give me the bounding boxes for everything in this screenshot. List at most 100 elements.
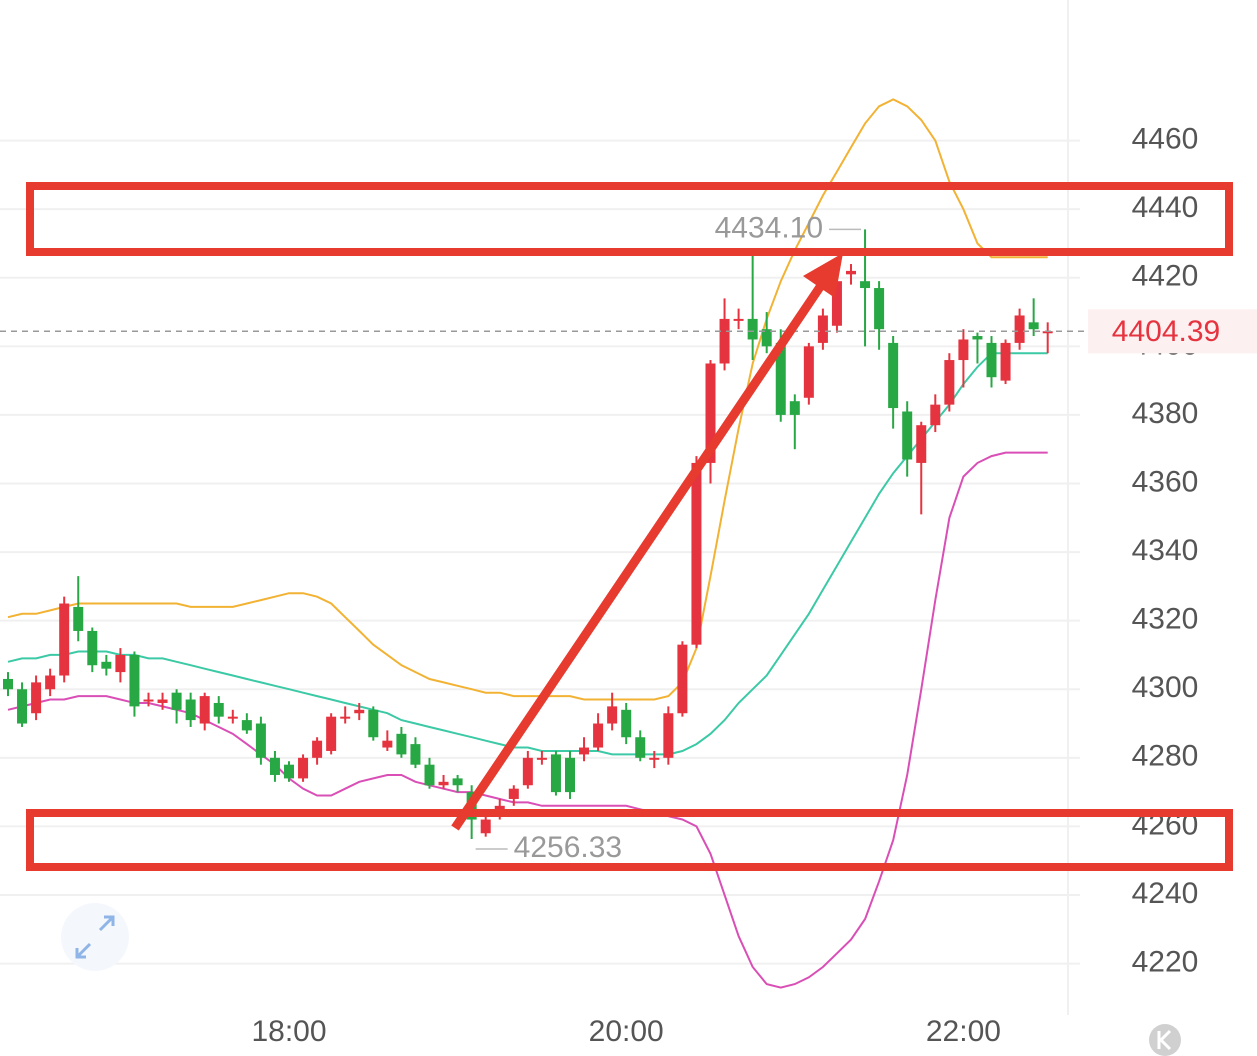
candle-body xyxy=(536,757,547,760)
candle-body xyxy=(902,411,913,460)
candle-body xyxy=(593,723,604,748)
last-price-bg xyxy=(1088,309,1257,354)
y-tick-label: 4380 xyxy=(1132,397,1199,430)
candle-body xyxy=(958,339,969,361)
kline-button[interactable] xyxy=(1149,1024,1181,1056)
candle-body xyxy=(663,713,674,758)
candle-body xyxy=(705,363,716,463)
candle-body xyxy=(817,315,828,343)
candle-body xyxy=(860,281,871,289)
candle-body xyxy=(410,744,421,765)
arrow-head xyxy=(803,253,843,298)
overlay: 4404.39 4434.10 4256.33 xyxy=(0,211,1257,864)
axis-panel xyxy=(1068,0,1257,1056)
grid: 4220424042604280430043204340436043804400… xyxy=(0,123,1198,1048)
candle-body xyxy=(73,606,84,631)
candle-body xyxy=(354,709,365,714)
candle-body xyxy=(831,281,842,326)
candle-body xyxy=(789,401,800,415)
y-tick-label: 4240 xyxy=(1132,877,1199,910)
candle-body xyxy=(185,699,196,721)
candles xyxy=(3,229,1053,839)
candle-body xyxy=(1014,315,1025,343)
candle-body xyxy=(171,692,182,710)
candle-body xyxy=(565,757,575,793)
x-tick-label: 20:00 xyxy=(589,1015,664,1048)
candle-body xyxy=(550,754,561,793)
y-tick-label: 4440 xyxy=(1132,191,1199,224)
candle-body xyxy=(761,329,772,347)
kline-bg xyxy=(1149,1024,1181,1056)
candle-body xyxy=(157,699,168,703)
candle-body xyxy=(298,757,309,779)
candle-body xyxy=(930,404,941,426)
candle-body xyxy=(382,740,393,748)
candle-body xyxy=(607,706,618,724)
expand-bg xyxy=(61,903,129,971)
candle-body xyxy=(635,737,646,758)
candle-body xyxy=(31,682,42,714)
candle-body xyxy=(438,781,449,786)
candle-body xyxy=(340,716,351,719)
y-tick-label: 4420 xyxy=(1132,260,1199,293)
x-tick-label: 18:00 xyxy=(251,1015,326,1048)
candle-body xyxy=(621,709,632,738)
candle-body xyxy=(972,336,983,340)
candle-body xyxy=(649,757,660,760)
candle-body xyxy=(888,342,899,409)
x-tick-label: 22:00 xyxy=(926,1015,1001,1048)
candle-body xyxy=(775,342,786,415)
y-tick-label: 4300 xyxy=(1132,671,1199,704)
candle-body xyxy=(143,699,154,702)
y-tick-label: 4280 xyxy=(1132,740,1199,773)
band-line xyxy=(7,98,1048,701)
y-tick-label: 4460 xyxy=(1132,123,1199,156)
candle-body xyxy=(846,270,856,275)
candle-body xyxy=(17,689,28,724)
candle-body xyxy=(986,342,997,378)
candle-body xyxy=(1000,342,1011,381)
candle-body xyxy=(87,630,98,666)
resistance-box xyxy=(26,182,1233,256)
candle-body xyxy=(522,757,533,786)
y-tick-label: 4360 xyxy=(1132,465,1199,498)
expand-icon xyxy=(75,915,115,959)
candle-body xyxy=(368,709,379,738)
candle-body xyxy=(101,661,112,669)
candle-body xyxy=(747,318,758,340)
candle-body xyxy=(115,654,126,673)
support-box xyxy=(26,809,1233,871)
candle-body xyxy=(1042,331,1053,334)
candle-body xyxy=(1028,322,1039,330)
expand-button[interactable] xyxy=(61,903,129,971)
candle-body xyxy=(45,675,56,690)
candle-body xyxy=(255,723,266,758)
candle-body xyxy=(803,346,814,398)
bands xyxy=(7,98,1048,989)
candle-body xyxy=(199,696,210,724)
candle-body xyxy=(227,716,238,719)
band-line xyxy=(7,352,1048,756)
candle-body xyxy=(213,702,224,717)
candle-body xyxy=(691,462,702,645)
last-price-label: 4404.39 xyxy=(1112,315,1220,348)
candle-body xyxy=(326,716,337,751)
candle-body xyxy=(129,654,140,707)
candle-body xyxy=(396,733,407,755)
candle-body xyxy=(452,778,463,786)
y-tick-label: 4320 xyxy=(1132,603,1199,636)
high-label: 4434.10 xyxy=(715,211,823,244)
candle-body xyxy=(269,757,280,775)
candle-body xyxy=(916,425,927,463)
candle-body xyxy=(241,720,252,731)
y-tick-label: 4220 xyxy=(1132,945,1199,978)
candle-body xyxy=(312,740,323,758)
candle-body xyxy=(579,747,590,755)
trend-arrow xyxy=(451,281,826,831)
candle-body xyxy=(944,360,955,405)
candle-body xyxy=(284,764,294,779)
candle-body xyxy=(508,788,519,799)
candle-body xyxy=(59,603,70,676)
low-label: 4256.33 xyxy=(514,831,622,864)
